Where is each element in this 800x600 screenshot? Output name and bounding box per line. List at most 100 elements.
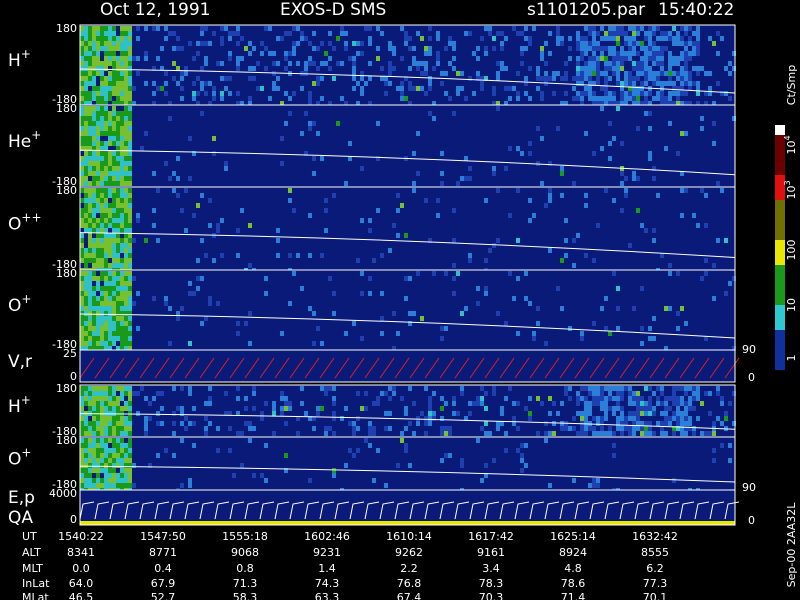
spectrogram-cell — [124, 291, 128, 296]
spectrogram-cell — [640, 396, 644, 401]
spectrogram-cell — [120, 51, 124, 56]
spectrogram-cell — [644, 76, 648, 81]
spectrogram-cell — [556, 286, 560, 291]
spectrogram-cell — [380, 253, 384, 258]
spectrogram-cell — [92, 86, 96, 91]
spectrogram-cell — [680, 51, 684, 56]
spectrogram-cell — [640, 421, 644, 426]
spectrogram-cell — [324, 61, 328, 66]
spectrogram-cell — [624, 56, 628, 61]
spectrogram-cell — [400, 96, 404, 101]
spectrogram-cell — [272, 411, 276, 416]
spectrogram-cell — [112, 248, 116, 253]
spectrogram-cell — [316, 101, 320, 106]
spectrogram-cell — [88, 126, 92, 131]
spectrogram-cell — [660, 51, 664, 56]
spectrogram-cell — [80, 386, 84, 391]
spectrogram-cell — [588, 56, 592, 61]
spectrogram-cell — [92, 483, 96, 488]
spectrogram-cell — [80, 46, 84, 51]
spectrogram-cell — [312, 311, 316, 316]
spectrogram-cell — [412, 151, 416, 156]
spectrogram-cell — [124, 431, 128, 436]
spectrogram-cell — [616, 391, 620, 396]
spectrogram-cell — [136, 411, 140, 416]
spectrogram-cell — [480, 76, 484, 81]
table-cell: 1632:42 — [632, 530, 678, 543]
spectrogram-cell — [100, 71, 104, 76]
spectrogram-cell — [116, 336, 120, 341]
spectrogram-cell — [84, 86, 88, 91]
spectrogram-cell — [116, 416, 120, 421]
table-cell: 71.4 — [561, 591, 586, 600]
spectrogram-cell — [124, 296, 128, 301]
spectrogram-cell — [112, 131, 116, 136]
spectrogram-cell — [96, 263, 100, 268]
spectrogram-cell — [124, 311, 128, 316]
spectrogram-cell — [96, 341, 100, 346]
spectrogram-cell — [356, 416, 360, 421]
spectrogram-cell — [112, 121, 116, 126]
spectrogram-cell — [116, 188, 120, 193]
spectrogram-cell — [172, 46, 176, 51]
spectrogram-cell — [84, 176, 88, 181]
spectrogram-cell — [536, 86, 540, 91]
spectrogram-cell — [108, 126, 112, 131]
spectrogram-cell — [88, 233, 92, 238]
spectrogram-cell — [480, 426, 484, 431]
spectrogram-cell — [652, 406, 656, 411]
spectrogram-cell — [324, 431, 328, 436]
spectrogram-cell — [592, 401, 596, 406]
spectrogram-cell — [128, 146, 132, 151]
spectrogram-cell — [500, 411, 504, 416]
spectrogram-cell — [132, 463, 136, 468]
spectrogram-cell — [96, 156, 100, 161]
spectrogram-cell — [592, 36, 596, 41]
panel-label-text: H — [8, 51, 21, 71]
spectrogram-cell — [124, 286, 128, 291]
spectrogram-cell — [92, 26, 96, 31]
spectrogram-cell — [632, 36, 636, 41]
spectrogram-cell — [520, 151, 524, 156]
spectrogram-cell — [116, 276, 120, 281]
spectrogram-cell — [572, 96, 576, 101]
spectrogram-cell — [520, 61, 524, 66]
spectrogram-cell — [636, 41, 640, 46]
spectrogram-cell — [676, 101, 680, 106]
spectrogram-cell — [88, 346, 92, 351]
spectrogram-cell — [680, 401, 684, 406]
spectrogram-cell — [448, 431, 452, 436]
spectrogram-cell — [184, 426, 188, 431]
spectrogram-cell — [556, 31, 560, 36]
spectrogram-cell — [112, 116, 116, 121]
spectrogram-cell — [104, 66, 108, 71]
spectrogram-cell — [120, 188, 124, 193]
spectrogram-cell — [280, 391, 284, 396]
spectrogram-cell — [324, 51, 328, 56]
spectrogram-cell — [404, 76, 408, 81]
spectrogram-cell — [632, 46, 636, 51]
spectrogram-cell — [96, 228, 100, 233]
spectrogram-cell — [116, 326, 120, 331]
spectrogram-cell — [124, 96, 128, 101]
spectrogram-cell — [80, 233, 84, 238]
spectrogram-cell — [188, 391, 192, 396]
spectrogram-cell — [484, 473, 488, 478]
spectrogram-cell — [172, 61, 176, 66]
spectrogram-cell — [520, 468, 524, 473]
spectrogram-cell — [468, 166, 472, 171]
spectrogram-cell — [664, 71, 668, 76]
spectrogram-cell — [100, 301, 104, 306]
spectrogram-cell — [112, 203, 116, 208]
spectrogram-cell — [80, 81, 84, 86]
spectrogram-cell — [160, 66, 164, 71]
panel-label-text: O — [8, 450, 21, 470]
spectrogram-cell — [668, 421, 672, 426]
spectrogram-cell — [84, 223, 88, 228]
spectrogram-cell — [732, 51, 736, 56]
spectrogram-cell — [92, 431, 96, 436]
spectrogram-cell — [356, 258, 360, 263]
spectrogram-cell — [620, 208, 624, 213]
spectrogram-cell — [376, 156, 380, 161]
spectrogram-cell — [512, 26, 516, 31]
